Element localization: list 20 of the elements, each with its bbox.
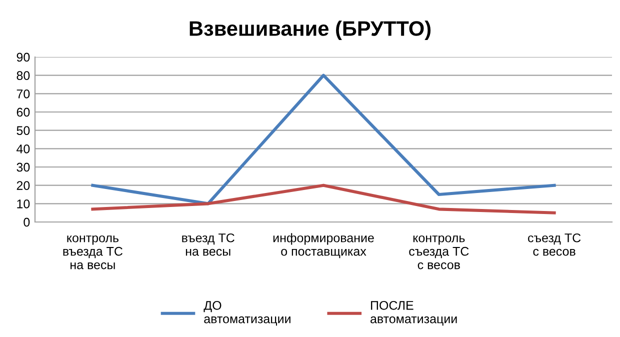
- y-tick-label: 80: [16, 71, 30, 80]
- y-tick-label: 90: [16, 52, 30, 62]
- y-tick-label: 50: [16, 126, 30, 135]
- x-tick-label: информирование о поставщиках: [273, 233, 374, 258]
- y-tick-label: 70: [16, 89, 30, 98]
- x-tick-label: съезд ТС с весов: [528, 233, 581, 256]
- y-tick-label: 30: [16, 162, 30, 172]
- x-tick-label: контроль съезда ТС с весов: [409, 235, 469, 270]
- x-tick-label: контроль въезда ТС на весы: [63, 235, 122, 270]
- y-tick-label: 10: [17, 199, 30, 208]
- y-tick-label: 20: [16, 181, 30, 190]
- y-tick-label: 40: [16, 144, 30, 154]
- y-tick-label: 0: [24, 218, 30, 227]
- chart-title: Взвешивание (БРУТТО): [190, 20, 431, 40]
- legend-label: ДО автоматизации: [204, 300, 290, 326]
- legend-label: ПОСЛЕ автоматизации: [370, 300, 457, 326]
- line-series: [91, 184, 556, 214]
- y-tick-label: 60: [16, 108, 30, 117]
- x-tick-label: въезд ТС на весы: [182, 233, 234, 256]
- line-series: [91, 74, 556, 206]
